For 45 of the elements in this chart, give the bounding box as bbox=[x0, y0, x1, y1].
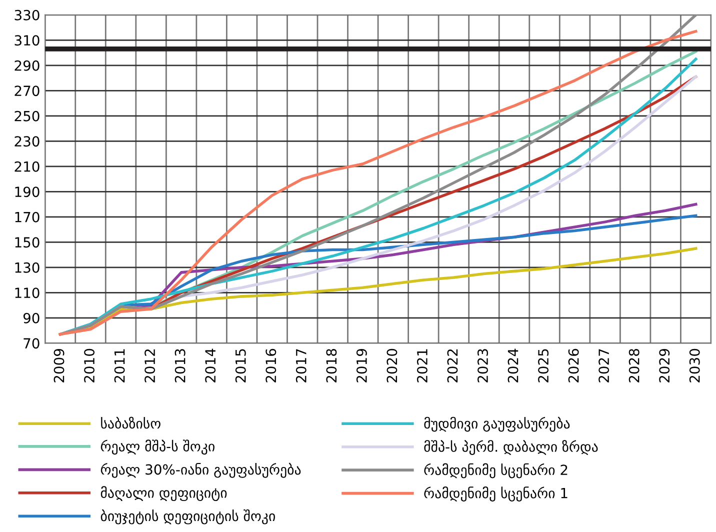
y-tick-label: 170 bbox=[15, 212, 40, 222]
y-tick-label: 130 bbox=[15, 262, 40, 273]
x-tick-label: 2012 bbox=[144, 349, 156, 382]
legend-label: საბაზისო bbox=[101, 416, 160, 429]
x-tick-label: 2024 bbox=[508, 348, 518, 382]
legend-label: რეალ მშპ-ს შოკი bbox=[100, 440, 214, 455]
x-tick-label: 2025 bbox=[538, 349, 549, 382]
x-tick-label: 2023 bbox=[478, 349, 488, 382]
x-tick-label: 2015 bbox=[235, 349, 246, 382]
legend-label: რეალ 30%-იანი გაუფასურება bbox=[100, 462, 301, 478]
x-tick-label: 2022 bbox=[447, 349, 458, 382]
legend-label: ბიუჯეტის დეფიციტის შოკი bbox=[100, 509, 275, 524]
y-tick-label: 330 bbox=[14, 10, 40, 20]
x-tick-label: 2017 bbox=[296, 349, 306, 382]
x-tick-label: 2020 bbox=[386, 348, 398, 382]
x-tick-label: 2030 bbox=[689, 348, 700, 382]
y-tick-label: 290 bbox=[14, 60, 40, 71]
x-tick-label: 2021 bbox=[416, 349, 428, 382]
x-tick-label: 2014 bbox=[205, 348, 216, 382]
x-tick-label: 2009 bbox=[54, 348, 64, 382]
y-tick-label: 90 bbox=[23, 312, 40, 324]
legend-label: რამდენიმე სცენარი 1 bbox=[424, 486, 568, 502]
y-tick-label: 110 bbox=[15, 288, 40, 298]
y-tick-label: 150 bbox=[15, 237, 40, 248]
x-tick-label: 2011 bbox=[114, 349, 125, 382]
x-tick-label: 2026 bbox=[568, 348, 579, 382]
x-tick-label: 2018 bbox=[326, 348, 337, 382]
x-tick-label: 2016 bbox=[266, 348, 276, 382]
x-tick-label: 2027 bbox=[598, 349, 610, 382]
legend-label: მშპ-ს პერმ. დაბალი ზრდა bbox=[424, 440, 598, 455]
x-tick-label: 2013 bbox=[174, 349, 186, 382]
y-tick-label: 210 bbox=[14, 161, 40, 172]
y-tick-label: 70 bbox=[24, 338, 40, 349]
y-tick-label: 230 bbox=[14, 136, 40, 147]
y-tick-label: 250 bbox=[14, 110, 40, 122]
legend-label: რამდენიმე სცენარი 2 bbox=[424, 463, 568, 478]
y-tick-label: 270 bbox=[14, 86, 40, 96]
x-tick-label: 2029 bbox=[659, 348, 670, 382]
x-tick-label: 2010 bbox=[84, 348, 95, 382]
y-tick-label: 190 bbox=[15, 186, 40, 198]
legend-label: მუდმივი გაუფასურება bbox=[424, 416, 570, 432]
x-tick-label: 2019 bbox=[356, 348, 367, 382]
x-tick-label: 2028 bbox=[628, 348, 640, 382]
legend-label: მაღალი დეფიციტი bbox=[100, 486, 227, 502]
y-tick-label: 310 bbox=[14, 35, 40, 46]
